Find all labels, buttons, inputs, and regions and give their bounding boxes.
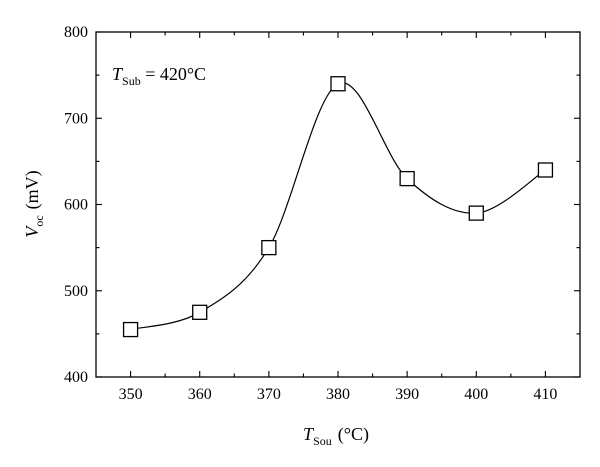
x-tick-label: 380 (326, 386, 350, 403)
data-point (330, 76, 346, 92)
data-point (537, 162, 554, 178)
x-tick-label: 410 (533, 386, 557, 403)
data-point (261, 239, 277, 256)
x-tick-label: 350 (119, 386, 143, 403)
y-axis: 400 500 600 700 800 (64, 24, 580, 386)
x-tick-label: 390 (395, 386, 419, 403)
x-tick-label: 360 (188, 386, 212, 403)
y-tick-label: 600 (64, 197, 88, 214)
data-point (468, 205, 484, 221)
annotation: TSub = 420°C (112, 64, 206, 88)
y-tick-label: 500 (64, 283, 88, 300)
x-tick-label: 400 (464, 386, 488, 403)
data-point (192, 304, 208, 320)
x-tick-label: 370 (257, 386, 281, 403)
y-tick-label: 400 (64, 369, 88, 386)
y-tick-label: 700 (64, 110, 88, 127)
x-axis: 350 360 370 380 390 400 410 (119, 32, 557, 403)
series-markers (122, 76, 554, 338)
y-axis-title: Voc(mV) (22, 170, 46, 237)
data-point (122, 321, 139, 338)
data-point (399, 170, 415, 187)
y-tick-label: 800 (64, 24, 88, 41)
x-axis-title: TSou (°C) (303, 424, 369, 448)
